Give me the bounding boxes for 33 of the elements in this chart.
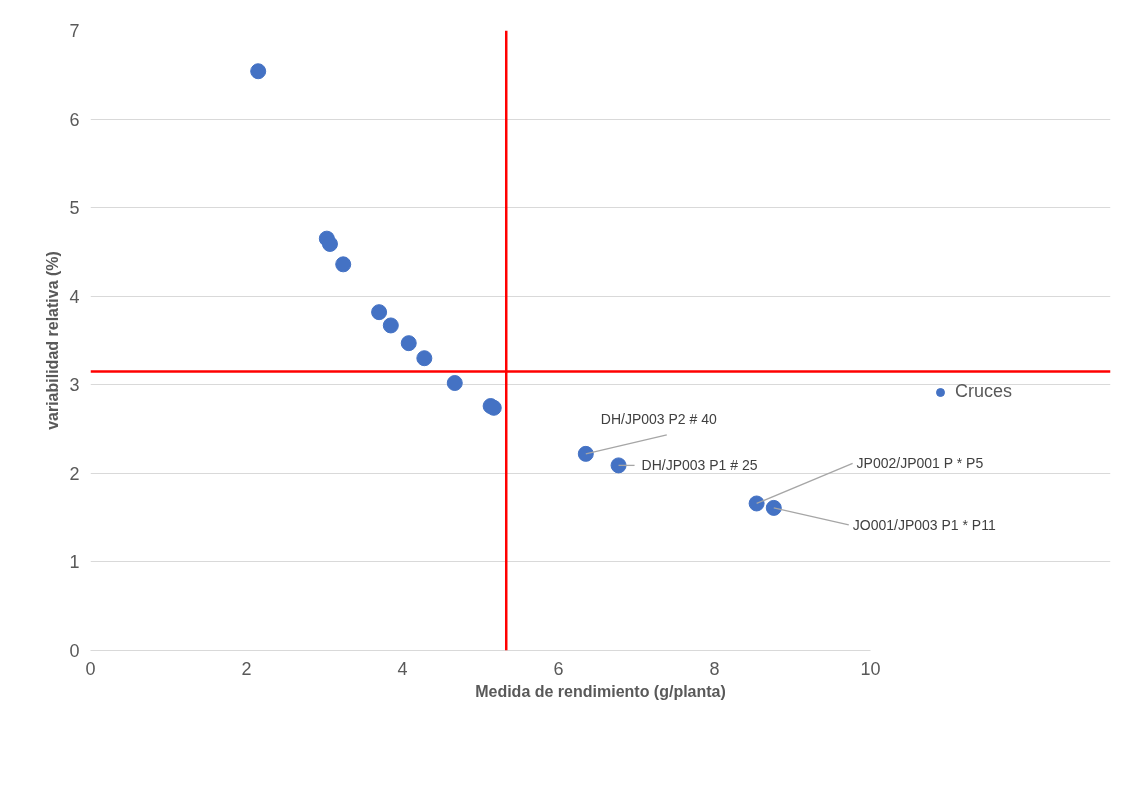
x-tick-label: 10	[860, 658, 881, 679]
point	[446, 375, 463, 391]
y-tick-label: 5	[69, 198, 80, 219]
x-tick-label: 4	[397, 658, 408, 679]
point	[400, 335, 417, 352]
point	[321, 235, 338, 252]
point	[250, 63, 267, 80]
y-tick-label: 1	[69, 552, 80, 573]
point	[610, 457, 627, 474]
x-axis-title: Medida de rendimiento (g/planta)	[475, 682, 726, 700]
point	[371, 304, 388, 321]
annotation: DH/JP003 P2 # 40	[600, 410, 717, 427]
y-tick-label: 6	[69, 109, 80, 130]
point	[748, 495, 765, 512]
y-tick-label: 4	[69, 286, 80, 307]
legend-label: Cruces	[955, 381, 1013, 402]
annotation: DH/JP003 P1 # 25	[641, 457, 758, 474]
y-tick-label: 7	[69, 21, 80, 41]
x-tick-label: 6	[553, 658, 564, 679]
y-axis-title: variabilidad relativa (%)	[44, 251, 62, 430]
x-tick-label: 8	[709, 658, 720, 679]
point	[335, 256, 352, 273]
annotation: JP002/JP001 P * P5	[856, 455, 984, 472]
point	[382, 317, 399, 334]
y-tick-label: 2	[69, 463, 80, 484]
annotation: JO001/JP003 P1 * P11	[852, 516, 996, 533]
y-tick-label: 3	[69, 375, 80, 396]
point	[577, 445, 594, 462]
point	[416, 350, 433, 367]
x-tick-label: 0	[85, 658, 96, 679]
x-tick-label: 2	[241, 658, 252, 679]
y-tick-label: 0	[69, 641, 80, 661]
point	[765, 499, 782, 516]
